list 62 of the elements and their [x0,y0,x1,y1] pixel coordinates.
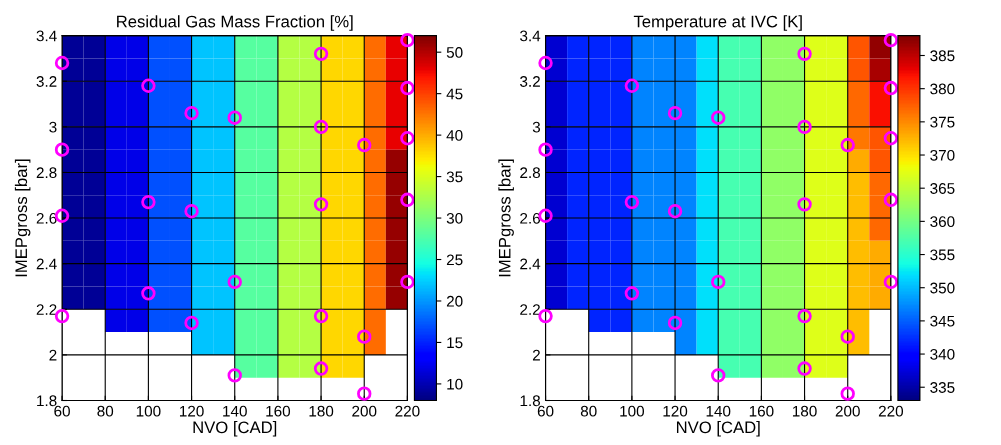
color-bar-label: 365 [930,183,955,194]
y-tick-label: 2.2 [36,304,57,315]
chart-title: Residual Gas Mass Fraction [%] [117,15,353,31]
color-bar-label: 355 [930,249,955,261]
x-tick-label: 200 [352,405,377,417]
x-tick-label: 100 [620,405,645,417]
y-axis-title: IMEPgross [bar] [498,159,514,277]
y-tick-label: 2.2 [520,304,540,315]
x-tick-label: 60 [537,405,554,417]
color-bar-label: 380 [930,83,955,95]
color-bar-label: 35 [446,171,463,183]
x-tick-label: 180 [792,405,817,417]
y-tick-label: 2.6 [36,212,57,224]
y-tick-label: 2.8 [520,167,541,179]
color-bar-label: 20 [446,295,463,307]
x-tick-label: 100 [136,405,161,417]
x-axis-title: NVO [CAD] [676,420,760,437]
color-bar-label: 370 [930,149,955,161]
color-bar-label: 15 [447,337,463,349]
y-tick-label: 2.6 [520,212,541,224]
y-tick-label: 2.4 [520,258,541,270]
x-tick-label: 80 [580,405,597,417]
color-bar-label: 335 [930,382,955,393]
x-tick-label: 60 [54,405,70,417]
color-bar-label: 10 [447,378,463,390]
y-tick-label: 1.8 [37,395,57,407]
y-tick-label: 1.8 [520,395,541,407]
x-tick-label: 140 [706,405,731,417]
color-bar-label: 385 [930,50,955,62]
y-tick-label: 3.4 [36,30,57,42]
y-tick-label: 2.8 [36,167,57,179]
x-tick-label: 160 [266,405,291,417]
chart-title: Temperature at IVC [K] [633,15,802,31]
color-bar-label: 50 [446,47,463,58]
x-tick-label: 120 [663,405,688,417]
x-tick-label: 200 [835,405,860,417]
y-axis-title: IMEPgross [bar] [14,159,31,277]
y-tick-label: 3.2 [520,76,540,87]
x-tick-label: 180 [309,405,334,417]
x-tick-label: 220 [878,405,904,417]
x-axis-title: NVO [CAD] [193,420,277,437]
x-tick-label: 140 [223,405,247,417]
color-bar-label: 350 [930,282,955,294]
y-tick-label: 3.2 [36,76,57,87]
color-bar-label: 25 [446,254,463,266]
color-bar-label: 30 [446,212,463,224]
color-bar-label: 345 [930,315,955,327]
color-bar-label: 45 [446,88,463,100]
x-tick-label: 160 [749,405,774,417]
x-tick-label: 80 [97,405,114,417]
y-tick-label: 2 [532,349,540,361]
y-tick-label: 2.4 [36,258,57,270]
color-bar-label: 375 [930,116,955,128]
y-tick-label: 3.4 [520,30,541,42]
y-tick-label: 3 [49,121,57,133]
x-tick-label: 220 [395,405,420,417]
x-tick-label: 120 [179,405,204,417]
y-tick-label: 2 [49,349,57,361]
color-bar-label: 340 [930,348,955,360]
y-tick-label: 3 [532,121,541,133]
color-bar-label: 40 [446,129,463,141]
color-bar-label: 360 [930,216,955,228]
